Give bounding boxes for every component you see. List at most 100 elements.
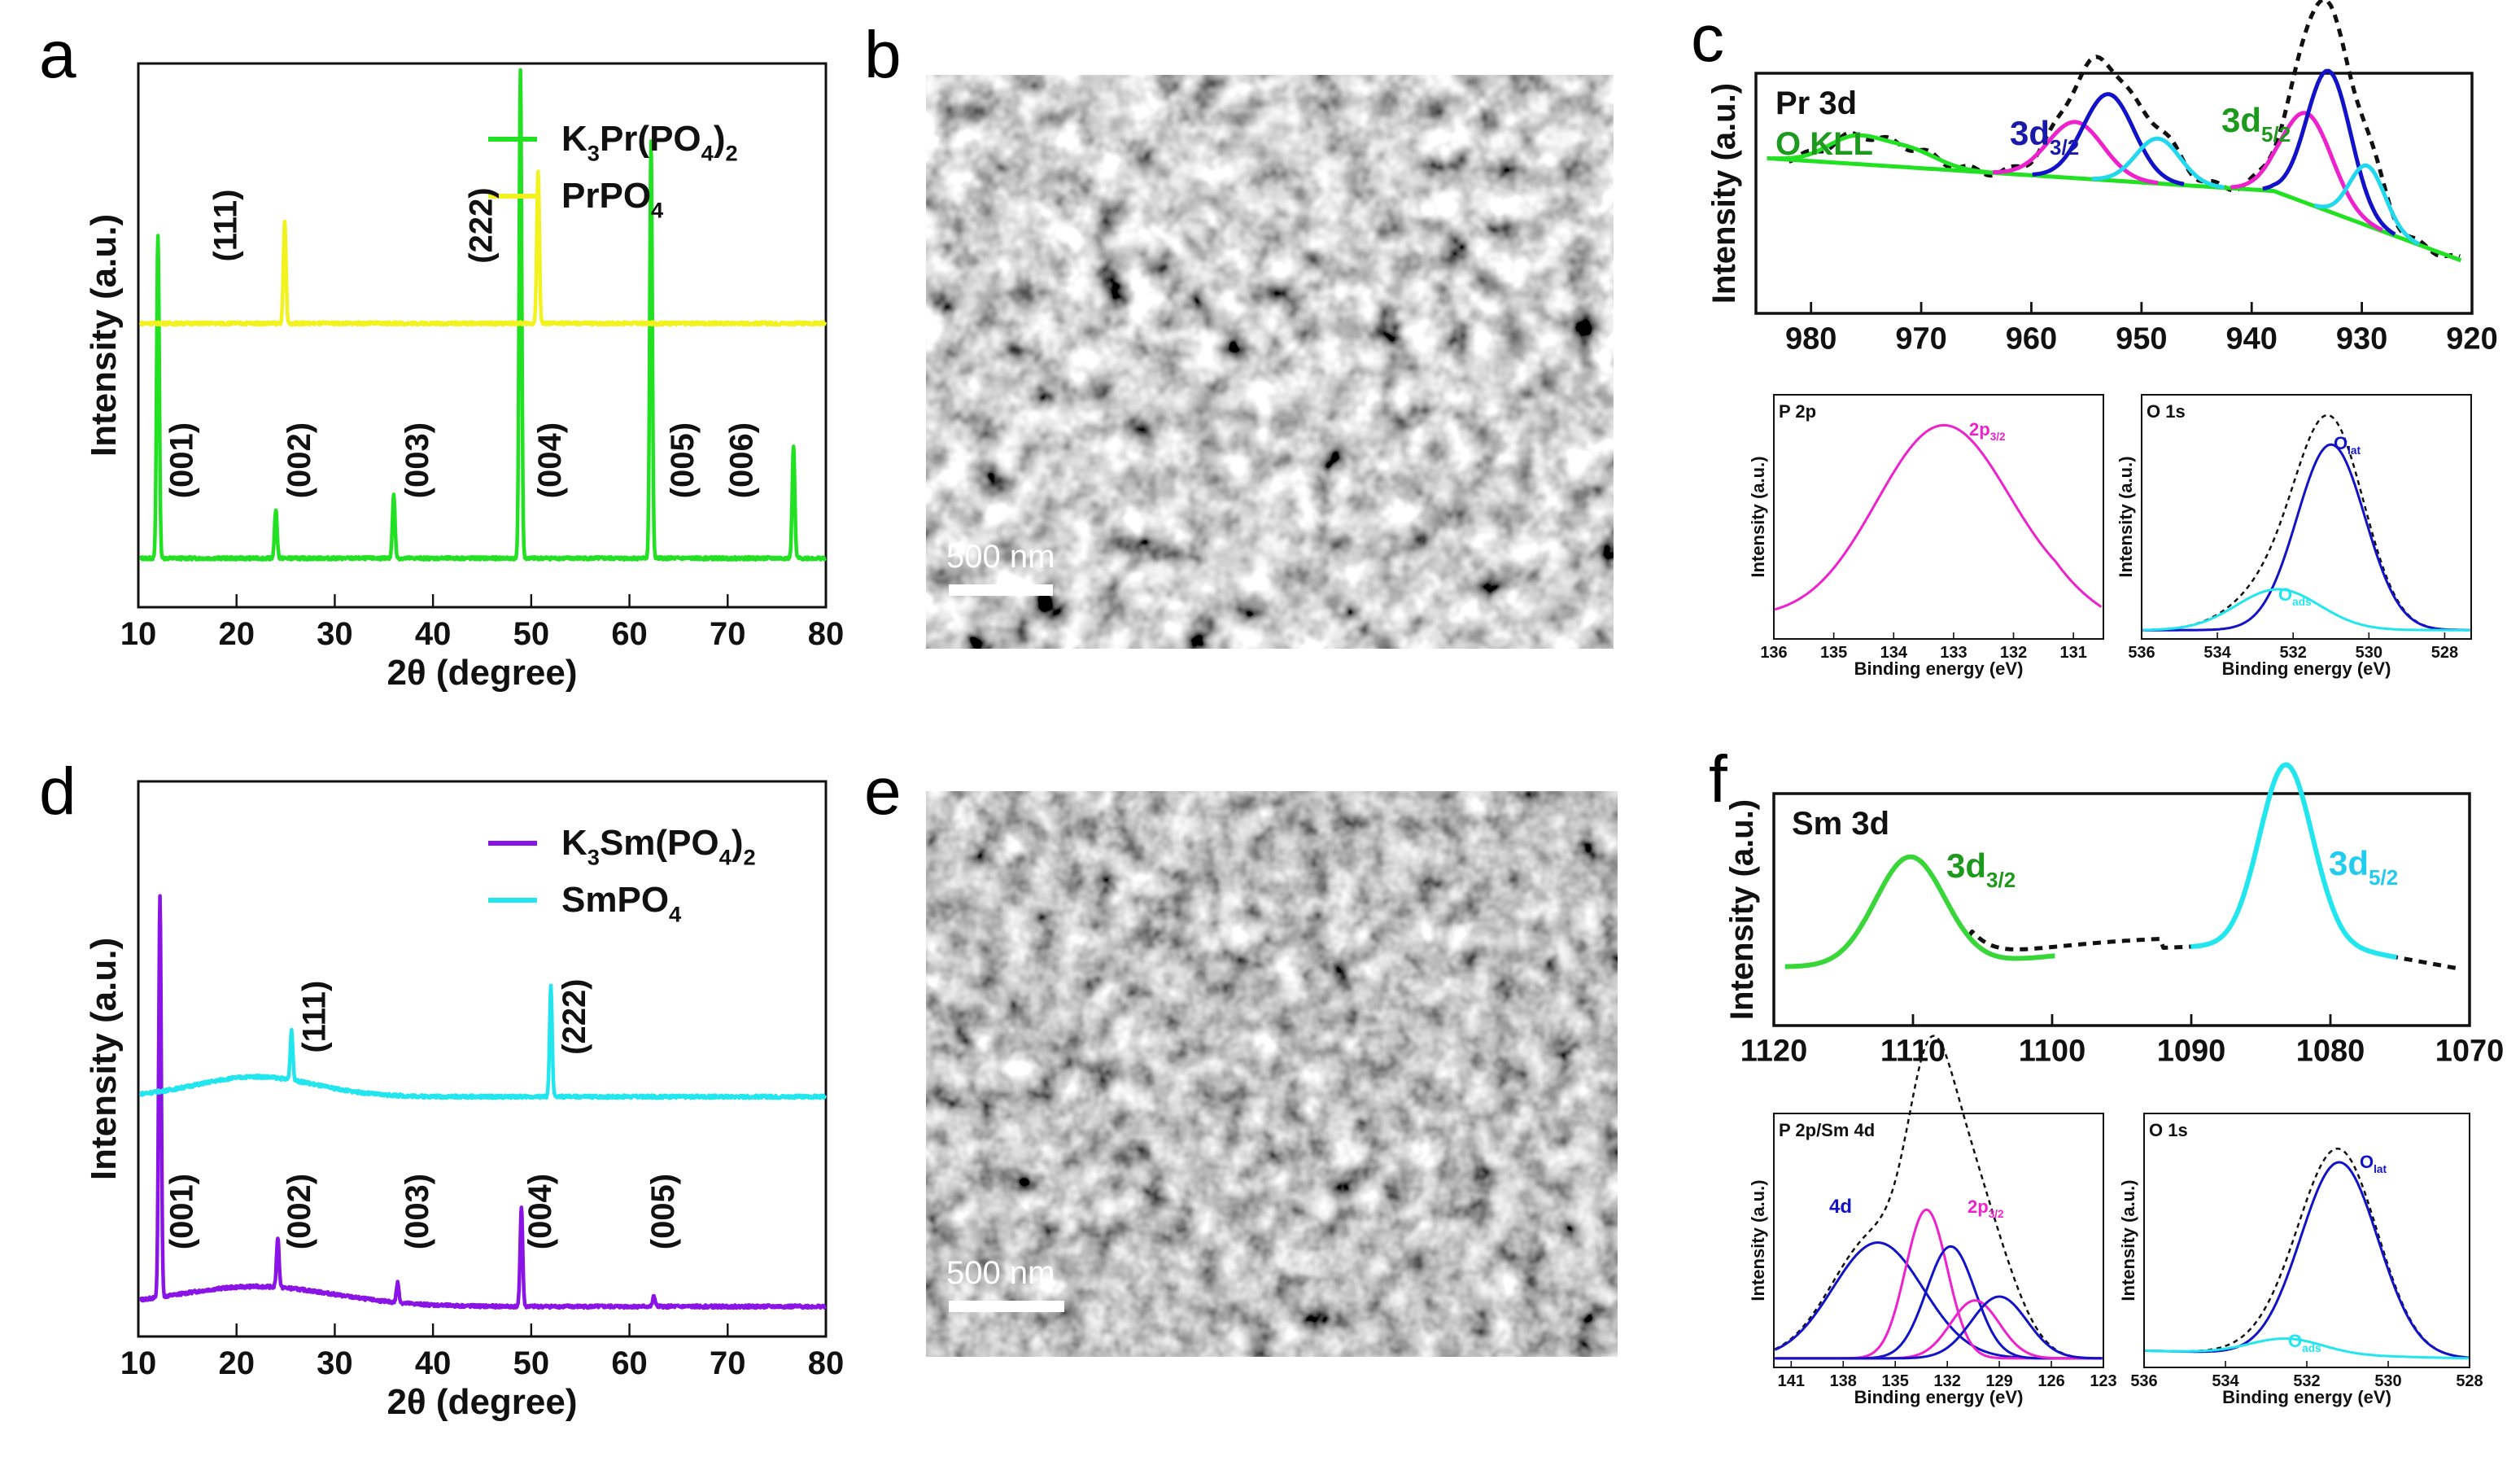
peak-label-2p32-part: 3/2	[1989, 1208, 2004, 1220]
xps-fit-O-KLL	[1772, 133, 1994, 175]
peak-label-olat: Olat	[2334, 433, 2361, 457]
xps-fit-f-O1s-Olat	[2145, 1161, 2469, 1359]
peak-label-3d32-part: 3/2	[1986, 868, 2016, 892]
legend-label-a: PrPO4	[561, 176, 664, 222]
legend-label-d-part: SmPO	[561, 880, 669, 920]
peak-label-oads-part: ads	[2302, 1342, 2321, 1354]
y-axis-label-c-O1s: Intensity (a.u.)	[2116, 456, 2136, 577]
xps-fit-f-P2pSm4d-2p3-2-a	[1775, 1208, 2103, 1360]
peak-label-oads: Oads	[2288, 1331, 2321, 1354]
x-tick-label-c: 960	[2006, 322, 2057, 357]
legend-label-a-part: PrPO	[561, 176, 651, 216]
legend-label-d: SmPO4	[561, 880, 682, 926]
peak-label-3d52-part: 3d	[2329, 844, 2369, 882]
hkl-label-d: (005)	[645, 1174, 681, 1249]
x-tick-label-a: 60	[611, 616, 648, 652]
hkl-label-a: (002)	[282, 422, 317, 498]
x-axis-label-c-O1s: Binding energy (eV)	[2222, 658, 2391, 679]
inset-title-f-P2pSm4d: P 2p/Sm 4d	[1779, 1120, 1875, 1140]
y-axis-label-f-P2pSm4d: Intensity (a.u.)	[1748, 1179, 1768, 1301]
legend-label-d-part: 4	[669, 901, 682, 926]
x-axis-label-c-P2p: Binding energy (eV)	[1854, 658, 2024, 679]
axes-frame-f	[1772, 792, 2471, 1027]
spectrum-label-pr3d: Pr 3d	[1775, 85, 1857, 121]
x-tick-label-f-P2pSm4d: 132	[1933, 1372, 1960, 1390]
hkl-label-a: (004)	[532, 422, 568, 498]
x-tick-label-c-P2p: 134	[1880, 644, 1908, 662]
x-tick-label-d: 20	[218, 1345, 255, 1381]
peak-label-3d32: 3d3/2	[1946, 846, 2016, 892]
xps-fit-3d5-2	[2190, 762, 2397, 960]
xps-raw-curve-f-P2pSm4d	[1774, 1035, 2103, 1360]
hkl-label-d: (003)	[400, 1174, 435, 1249]
y-axis-label-c-P2p: Intensity (a.u.)	[1748, 456, 1768, 577]
legend-label-d: K3Sm(PO4)2	[561, 823, 756, 869]
x-tick-label-f-P2pSm4d: 138	[1830, 1372, 1857, 1390]
x-tick-label-f-O1s: 532	[2293, 1372, 2320, 1390]
peak-label-3d32-part: 3d	[1946, 846, 1986, 885]
axes-frame-f-P2pSm4d	[1773, 1113, 2104, 1368]
x-tick-label-d: 10	[120, 1345, 157, 1381]
peak-label-3d52-part: 3d	[2221, 101, 2261, 139]
peak-label-3d32: 3d3/2	[2010, 114, 2079, 160]
x-tick-label-a: 10	[120, 616, 157, 652]
x-tick-label-a: 70	[710, 616, 746, 652]
spectrum-label-sm3d: Sm 3d	[1792, 806, 1889, 842]
x-tick-label-f-P2pSm4d: 129	[1985, 1372, 2012, 1390]
axes-frame-d	[137, 780, 828, 1338]
x-tick-label-d: 50	[513, 1345, 550, 1381]
peak-label-olat-part: lat	[2347, 444, 2361, 457]
x-tick-label-c-O1s: 530	[2356, 644, 2382, 662]
x-tick-label-f: 1100	[2019, 1035, 2085, 1069]
peak-label-3d52-part: 5/2	[2261, 122, 2291, 147]
y-axis-label-f: Intensity (a.u.)	[1724, 799, 1760, 1020]
legend-label-a-part: 4	[701, 140, 714, 165]
x-tick-label-a: 80	[808, 616, 845, 652]
axes-frame-c-O1s	[2141, 394, 2472, 640]
legend-label-a-part: 3	[587, 140, 600, 165]
hkl-label-a: (003)	[400, 422, 435, 498]
x-tick-label-c-P2p: 135	[1820, 644, 1847, 662]
x-tick-label-f-O1s: 534	[2212, 1372, 2239, 1390]
peak-label-3d52-part: 5/2	[2369, 865, 2398, 890]
xrd-series-K3Pr(PO4)2	[138, 68, 827, 562]
legend-label-a-part: Pr(PO	[600, 119, 701, 159]
legend-label-d-part: )	[732, 823, 744, 863]
y-axis-label-a: Intensity (a.u.)	[84, 214, 124, 457]
peak-label-3d52: 3d5/2	[2329, 844, 2398, 890]
x-tick-label-a: 40	[415, 616, 452, 652]
x-tick-label-c-P2p: 136	[1760, 644, 1787, 662]
x-tick-label-c-O1s: 536	[2128, 644, 2155, 662]
x-tick-label-c-O1s: 532	[2280, 644, 2307, 662]
x-tick-label-f-O1s: 530	[2374, 1372, 2401, 1390]
xrd-series-PrPO4	[138, 169, 827, 327]
x-tick-label-d: 30	[317, 1345, 353, 1381]
legend-label-d-part: 2	[743, 844, 755, 869]
scale-label-b: 500 nm	[946, 539, 1055, 575]
xps-background-c	[1767, 155, 2462, 263]
y-axis-label-c: Intensity (a.u.)	[1706, 83, 1742, 304]
xps-fit-3d3-2	[1784, 854, 2055, 969]
xps-fit-3d5-2-c	[2313, 163, 2421, 247]
xps-raw-curve-c-P2p	[1775, 424, 2103, 610]
legend-label-a-part: 4	[651, 197, 664, 222]
scale-label-e: 500 nm	[946, 1255, 1055, 1291]
xps-raw-curve-c	[1788, 0, 2461, 259]
hkl-label-d: (004)	[522, 1174, 558, 1249]
legend-label-a-part: 2	[725, 140, 737, 165]
x-axis-label-a: 2θ (degree)	[387, 653, 577, 693]
peak-label-2p32-part: 3/2	[1990, 431, 2006, 443]
peak-label-4d: 4d	[1829, 1196, 1852, 1218]
axes-frame-c-P2p	[1773, 394, 2104, 640]
axes-frame-f-O1s	[2143, 1113, 2470, 1368]
chart-f-xps-o1s: 536 534 532 530 528 O 1s Binding energy (eV) In…	[2118, 1113, 2483, 1407]
peak-label-olat-part: O	[2360, 1152, 2374, 1172]
axes-frame-c	[1754, 72, 2474, 315]
axes-frame-a	[137, 62, 828, 609]
legend-label-d-part: K	[561, 823, 587, 863]
peak-label-2p32: 2p3/2	[1968, 1196, 2004, 1220]
inset-title-f-O1s: O 1s	[2149, 1120, 2188, 1140]
inset-title-c-O1s: O 1s	[2147, 401, 2186, 422]
hkl-label-d: (111)	[296, 981, 332, 1053]
x-tick-label-c-P2p: 131	[2059, 644, 2086, 662]
